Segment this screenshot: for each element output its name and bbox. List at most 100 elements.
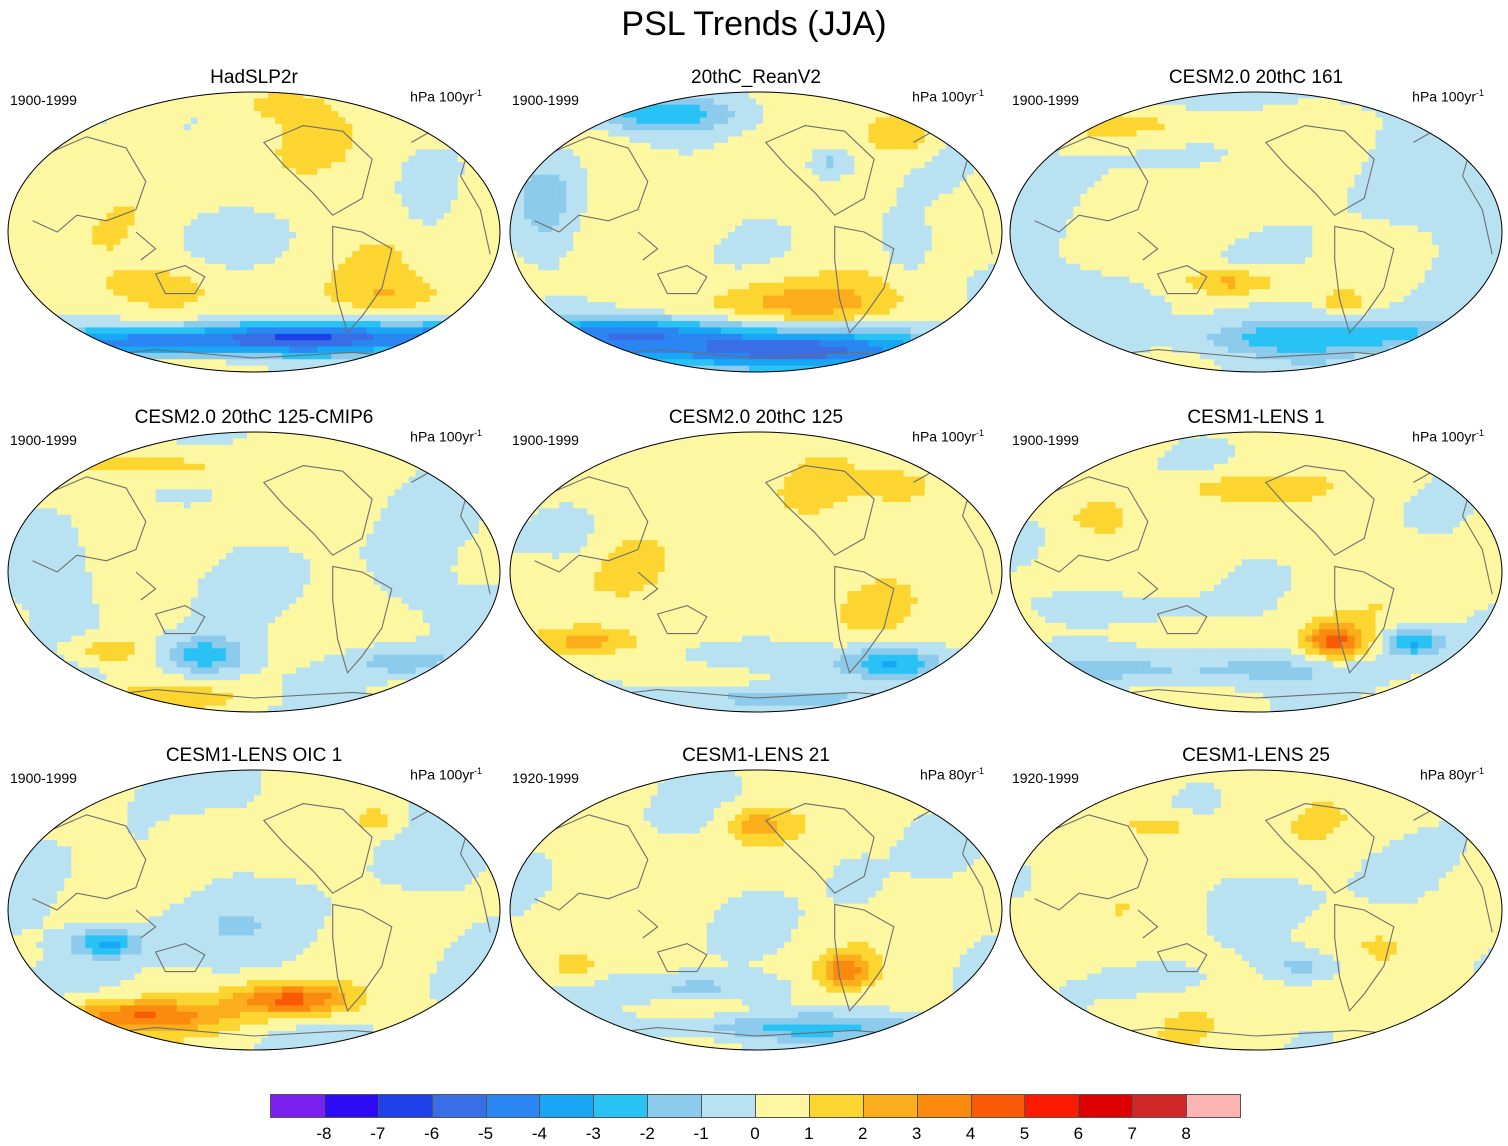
coastline xyxy=(656,943,708,973)
colorbar-swatch xyxy=(970,1094,1026,1118)
units-exponent: -1 xyxy=(474,88,482,98)
map-outline xyxy=(7,91,501,373)
figure-title: PSL Trends (JJA) xyxy=(0,2,1508,46)
coastline xyxy=(17,136,147,233)
colorbar-label: 4 xyxy=(956,1124,986,1144)
map-outline xyxy=(1009,431,1503,713)
coastline xyxy=(154,605,206,635)
trend-field xyxy=(510,770,1002,1050)
map-outline xyxy=(509,91,1003,373)
coastline xyxy=(135,909,157,939)
panel-title: CESM1-LENS 21 xyxy=(506,744,1006,768)
panel-title: 20thC_ReanV2 xyxy=(506,66,1006,90)
map-panel: CESM1-LENS 25 1920-1999 hPa 80yr-1 xyxy=(1006,744,1506,1062)
map-svg xyxy=(509,91,1003,373)
coastline xyxy=(332,903,393,1012)
map-svg xyxy=(7,91,501,373)
panel-units: hPa 80yr-1 xyxy=(920,766,984,783)
coastline xyxy=(764,465,875,556)
map-outline xyxy=(7,769,501,1051)
colorbar-swatch xyxy=(1132,1094,1188,1118)
panel-title: CESM2.0 20thC 125 xyxy=(506,406,1006,430)
panel-period: 1900-1999 xyxy=(10,92,77,108)
map-panel: CESM1-LENS OIC 1 1900-1999 hPa 100yr-1 xyxy=(4,744,504,1062)
trend-field xyxy=(1010,432,1502,712)
panel-period: 1920-1999 xyxy=(1012,770,1079,786)
map-outline xyxy=(509,769,1003,1051)
colorbar-swatch xyxy=(377,1094,433,1118)
panel-title: CESM1-LENS 25 xyxy=(1006,744,1506,768)
colorbar-label: -1 xyxy=(686,1124,716,1144)
coastline xyxy=(637,571,659,601)
coastline xyxy=(1334,225,1395,334)
coastline xyxy=(519,814,649,911)
coastline xyxy=(17,476,147,573)
colorbar-label: -8 xyxy=(309,1124,339,1144)
trend-field xyxy=(510,432,1002,712)
map-panel: CESM2.0 20thC 125-CMIP6 1900-1999 hPa 100y… xyxy=(4,406,504,724)
colorbar-label: 3 xyxy=(902,1124,932,1144)
colorbar-swatch xyxy=(539,1094,595,1118)
map-svg xyxy=(1009,769,1503,1051)
trend-field xyxy=(8,92,500,372)
units-exponent: -1 xyxy=(1476,766,1484,776)
colorbar-label: 6 xyxy=(1063,1124,1093,1144)
coastline xyxy=(332,565,393,674)
map-panel: CESM2.0 20thC 161 1900-1999 hPa 100yr-1 xyxy=(1006,66,1506,384)
panel-title: CESM1-LENS OIC 1 xyxy=(4,744,504,768)
colorbar-swatch xyxy=(431,1094,487,1118)
colorbar-swatch xyxy=(916,1094,972,1118)
map-outline xyxy=(7,431,501,713)
panel-period: 1900-1999 xyxy=(512,92,579,108)
colorbar-label: 2 xyxy=(848,1124,878,1144)
colorbar-swatch xyxy=(593,1094,649,1118)
coastline xyxy=(332,225,393,334)
trend-field xyxy=(8,432,500,712)
colorbar-swatch xyxy=(701,1094,756,1118)
coastline xyxy=(1137,571,1159,601)
units-exponent: -1 xyxy=(1476,428,1484,438)
panel-title: HadSLP2r xyxy=(4,66,504,90)
panel-units: hPa 80yr-1 xyxy=(1420,766,1484,783)
coastline xyxy=(154,943,206,973)
coastline xyxy=(519,136,649,233)
coastline xyxy=(1264,125,1375,216)
units-exponent: -1 xyxy=(474,766,482,776)
panel-period: 1900-1999 xyxy=(1012,432,1079,448)
colorbar-swatch xyxy=(1024,1094,1080,1118)
coastline xyxy=(154,265,206,295)
map-panel: CESM1-LENS 1 1900-1999 hPa 100yr-1 xyxy=(1006,406,1506,724)
coastline xyxy=(1019,136,1149,233)
trend-field xyxy=(1010,770,1502,1050)
coastline xyxy=(656,265,708,295)
panel-period: 1900-1999 xyxy=(10,770,77,786)
panel-units: hPa 100yr-1 xyxy=(912,88,984,105)
coastline xyxy=(764,125,875,216)
panel-units: hPa 100yr-1 xyxy=(410,766,482,783)
coastline xyxy=(656,605,708,635)
trend-field xyxy=(1010,92,1502,372)
map-svg xyxy=(509,431,1003,713)
colorbar-label: 8 xyxy=(1171,1124,1201,1144)
coastline xyxy=(17,814,147,911)
panel-period: 1900-1999 xyxy=(1012,92,1079,108)
panel-period: 1900-1999 xyxy=(10,432,77,448)
map-outline xyxy=(1009,769,1503,1051)
coastline xyxy=(1137,231,1159,261)
coastline xyxy=(262,465,373,556)
panel-units: hPa 100yr-1 xyxy=(912,428,984,445)
coastline xyxy=(1156,943,1208,973)
colorbar-swatch xyxy=(862,1094,918,1118)
units-exponent: -1 xyxy=(976,428,984,438)
map-panel: 20thC_ReanV2 1900-1999 hPa 100yr-1 xyxy=(506,66,1006,384)
map-outline xyxy=(1009,91,1503,373)
map-panel: HadSLP2r 1900-1999 hPa 100yr-1 xyxy=(4,66,504,384)
units-exponent: -1 xyxy=(976,88,984,98)
coastline xyxy=(1334,565,1395,674)
map-svg xyxy=(509,769,1003,1051)
trend-field xyxy=(8,770,500,1050)
colorbar-swatch xyxy=(270,1094,325,1118)
colorbar-label: -7 xyxy=(363,1124,393,1144)
panel-period: 1900-1999 xyxy=(512,432,579,448)
units-exponent: -1 xyxy=(1476,88,1484,98)
